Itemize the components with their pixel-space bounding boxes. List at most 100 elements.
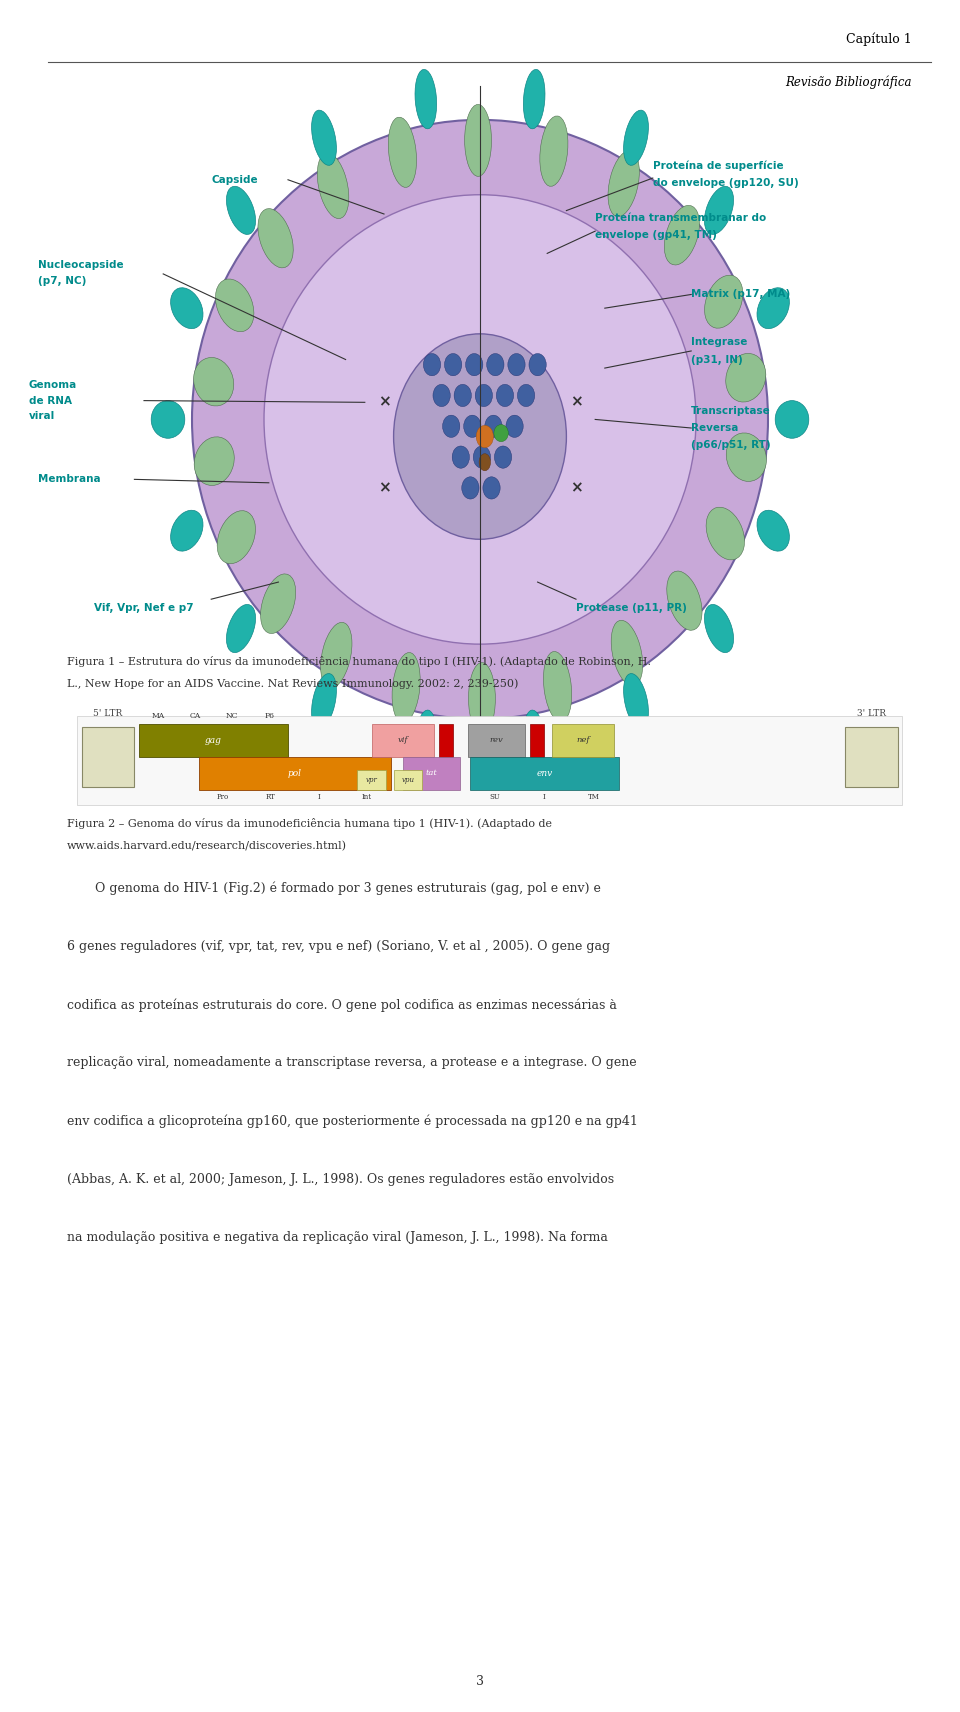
Ellipse shape	[312, 110, 336, 166]
Ellipse shape	[415, 70, 437, 128]
Bar	[439, 724, 453, 757]
Ellipse shape	[433, 385, 450, 407]
Bar	[470, 757, 619, 789]
Ellipse shape	[215, 279, 253, 332]
Text: Integrase: Integrase	[691, 337, 748, 348]
Text: Figura 1 – Estrutura do vírus da imunodeficiência humana do tipo I (HIV-1). (Ada: Figura 1 – Estrutura do vírus da imunode…	[67, 656, 651, 666]
Ellipse shape	[388, 116, 417, 187]
Ellipse shape	[624, 110, 648, 166]
Ellipse shape	[705, 604, 733, 652]
Ellipse shape	[443, 416, 460, 438]
Ellipse shape	[394, 334, 566, 539]
Text: vpr: vpr	[366, 776, 377, 784]
Bar	[845, 726, 898, 788]
Text: Int: Int	[362, 793, 372, 801]
Ellipse shape	[506, 416, 523, 438]
Bar	[372, 724, 434, 757]
Ellipse shape	[415, 710, 437, 769]
Text: pol: pol	[288, 769, 301, 777]
Ellipse shape	[452, 447, 469, 469]
Ellipse shape	[707, 507, 745, 560]
Ellipse shape	[479, 454, 491, 471]
Ellipse shape	[260, 574, 296, 633]
Ellipse shape	[227, 604, 255, 652]
Text: viral: viral	[29, 411, 55, 421]
Text: MA: MA	[151, 712, 164, 721]
Ellipse shape	[483, 478, 500, 500]
Text: Proteína transmembranar do: Proteína transmembranar do	[595, 212, 766, 223]
Ellipse shape	[496, 385, 514, 407]
Text: Reversa: Reversa	[691, 423, 738, 433]
Ellipse shape	[194, 437, 234, 486]
Text: rev: rev	[490, 736, 503, 745]
Text: TM: TM	[588, 793, 600, 801]
Text: Vif, Vpr, Nef e p7: Vif, Vpr, Nef e p7	[94, 603, 194, 613]
Text: (p7, NC): (p7, NC)	[38, 276, 86, 286]
Text: Pro: Pro	[217, 793, 228, 801]
Text: (p66/p51, RT): (p66/p51, RT)	[691, 440, 771, 450]
Ellipse shape	[726, 353, 766, 402]
Ellipse shape	[192, 120, 768, 719]
Text: Capítulo 1: Capítulo 1	[847, 33, 912, 46]
Ellipse shape	[517, 385, 535, 407]
Ellipse shape	[475, 385, 492, 407]
Text: 5' LTR: 5' LTR	[93, 709, 123, 717]
Text: vpu: vpu	[401, 776, 415, 784]
Ellipse shape	[529, 354, 546, 377]
Text: 3: 3	[476, 1674, 484, 1688]
Bar	[357, 770, 386, 789]
FancyBboxPatch shape	[77, 716, 902, 805]
Ellipse shape	[227, 187, 255, 235]
Ellipse shape	[776, 401, 808, 438]
Ellipse shape	[543, 652, 572, 722]
Ellipse shape	[757, 288, 789, 329]
Ellipse shape	[667, 572, 702, 630]
Ellipse shape	[624, 673, 648, 729]
Ellipse shape	[664, 205, 700, 265]
Text: SU: SU	[490, 793, 500, 801]
Ellipse shape	[468, 663, 495, 734]
Ellipse shape	[705, 276, 743, 329]
Text: I: I	[318, 793, 320, 801]
Text: de RNA: de RNA	[29, 395, 72, 406]
Text: envelope (gp41, TM): envelope (gp41, TM)	[595, 229, 717, 240]
Text: do envelope (gp120, SU): do envelope (gp120, SU)	[653, 178, 799, 188]
Ellipse shape	[423, 354, 441, 377]
Ellipse shape	[727, 433, 766, 481]
Ellipse shape	[487, 354, 504, 377]
Text: Transcriptase: Transcriptase	[691, 406, 771, 416]
Ellipse shape	[523, 710, 545, 769]
Ellipse shape	[318, 152, 348, 219]
Ellipse shape	[217, 510, 255, 563]
Text: Genoma: Genoma	[29, 380, 77, 390]
Text: CA: CA	[189, 712, 201, 721]
Bar	[394, 770, 422, 789]
Ellipse shape	[540, 116, 568, 187]
Text: P6: P6	[264, 712, 275, 721]
Ellipse shape	[454, 385, 471, 407]
Text: L., New Hope for an AIDS Vaccine. Nat Reviews Immunology. 2002: 2, 239-250): L., New Hope for an AIDS Vaccine. Nat Re…	[67, 678, 518, 688]
Text: ×: ×	[377, 395, 391, 409]
Ellipse shape	[705, 187, 733, 235]
Text: vif: vif	[397, 736, 408, 745]
Ellipse shape	[151, 401, 184, 438]
Ellipse shape	[523, 70, 545, 128]
Ellipse shape	[493, 425, 509, 442]
Ellipse shape	[194, 358, 233, 406]
Text: env codifica a glicoproteína gp160, que posteriormente é processada na gp120 e n: env codifica a glicoproteína gp160, que …	[67, 1115, 638, 1128]
Text: env: env	[537, 769, 552, 777]
Text: Membrana: Membrana	[38, 474, 101, 484]
Ellipse shape	[485, 416, 502, 438]
Text: ×: ×	[377, 481, 391, 495]
Ellipse shape	[171, 288, 203, 329]
Text: Capside: Capside	[211, 175, 258, 185]
Ellipse shape	[508, 354, 525, 377]
Text: codifica as proteínas estruturais do core. O gene pol codifica as enzimas necess: codifica as proteínas estruturais do cor…	[67, 998, 617, 1012]
Text: Revisão Bibliográfica: Revisão Bibliográfica	[785, 75, 912, 89]
Ellipse shape	[258, 209, 293, 267]
Text: 6 genes reguladores (vif, vpr, tat, rev, vpu e nef) (Soriano, V. et al , 2005). : 6 genes reguladores (vif, vpr, tat, rev,…	[67, 940, 611, 954]
Ellipse shape	[608, 151, 639, 217]
Ellipse shape	[466, 354, 483, 377]
Ellipse shape	[476, 425, 493, 447]
Ellipse shape	[462, 478, 479, 500]
